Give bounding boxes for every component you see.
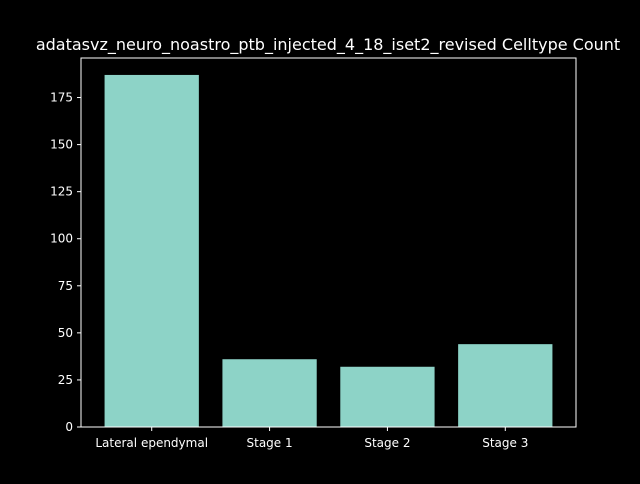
y-tick-label: 100: [50, 232, 73, 246]
chart-title: adatasvz_neuro_noastro_ptb_injected_4_18…: [36, 35, 620, 55]
bar-stage-1: [222, 359, 317, 427]
y-tick-label: 0: [65, 420, 73, 434]
axes-layer: [80, 57, 577, 428]
plot-frame: [80, 57, 577, 428]
x-tick-label: Stage 1: [247, 436, 293, 450]
bars-layer: [104, 74, 553, 427]
x-tick-label: Lateral ependymal: [95, 436, 208, 450]
y-tick-label: 175: [50, 91, 73, 105]
y-tick-label: 150: [50, 138, 73, 152]
x-tick-label: Stage 2: [364, 436, 410, 450]
x-tick-label: Stage 3: [482, 436, 528, 450]
bar-lateral-ependymal: [104, 74, 199, 427]
y-tick-label: 50: [58, 326, 73, 340]
ticks-layer: 0 25 50 75 100 125 150 175 Lateral ependymal Stag…: [50, 91, 528, 450]
bar-stage-3: [458, 344, 553, 427]
y-tick-label: 25: [58, 373, 73, 387]
bar-stage-2: [340, 366, 435, 427]
y-tick-label: 125: [50, 185, 73, 199]
y-tick-label: 75: [58, 279, 73, 293]
